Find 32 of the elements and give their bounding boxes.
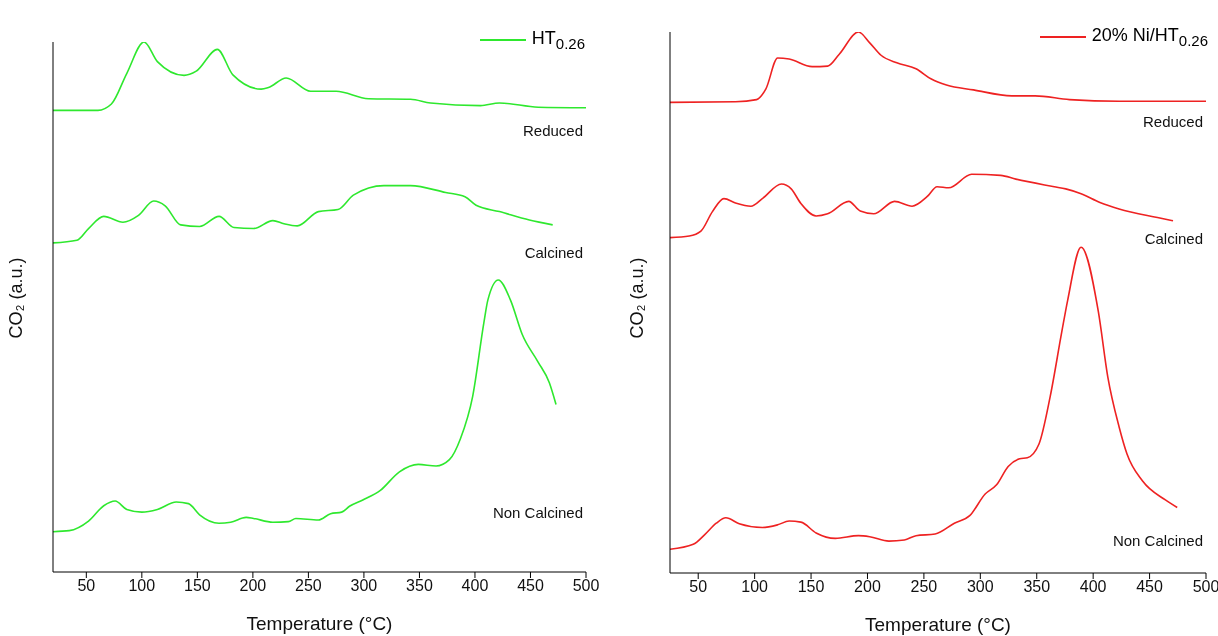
annotation: Reduced <box>1142 112 1203 132</box>
legend-label: HT$_{0.26}$ <box>531 28 585 52</box>
x-tick-label: 150 <box>797 578 825 596</box>
annotation: Calcined <box>1144 229 1203 249</box>
x-tick-label: 150 <box>184 577 211 595</box>
x-tick-label: 400 <box>461 577 489 595</box>
x-tick-label: 300 <box>350 577 378 595</box>
annotation: Non Calcined <box>492 503 583 523</box>
y-axis-title: CO₂ (a.u.) <box>5 257 27 339</box>
x-tick-label: 300 <box>966 578 994 596</box>
annotation: Reduced <box>522 121 583 141</box>
x-tick-label: 400 <box>1079 578 1107 596</box>
x-tick-label: 50 <box>689 578 708 596</box>
annotation: Calcined <box>524 243 583 263</box>
x-tick-label: 350 <box>1023 578 1051 596</box>
x-tick-label: 500 <box>1192 578 1218 596</box>
x-tick-label: 200 <box>239 577 267 595</box>
x-tick-label: 250 <box>910 578 938 596</box>
x-axis-title: Temperature (°C) <box>865 614 1011 635</box>
x-tick-label: 200 <box>854 578 881 596</box>
x-tick-label: 500 <box>572 577 600 595</box>
x-tick-label: 50 <box>77 577 96 595</box>
x-tick-label: 250 <box>295 577 322 595</box>
x-tick-label: 100 <box>741 578 769 596</box>
legend-label: 20% Ni/HT$_{0.26}$ <box>1091 25 1208 49</box>
x-axis-title: Temperature (°C) <box>246 613 393 634</box>
x-tick-label: 450 <box>1136 578 1164 596</box>
x-tick-label: 100 <box>128 577 156 595</box>
annotation: Non Calcined <box>1112 531 1203 551</box>
x-tick-label: 350 <box>406 577 433 595</box>
y-axis-title: CO₂ (a.u.) <box>626 257 648 339</box>
x-tick-label: 450 <box>517 577 544 595</box>
